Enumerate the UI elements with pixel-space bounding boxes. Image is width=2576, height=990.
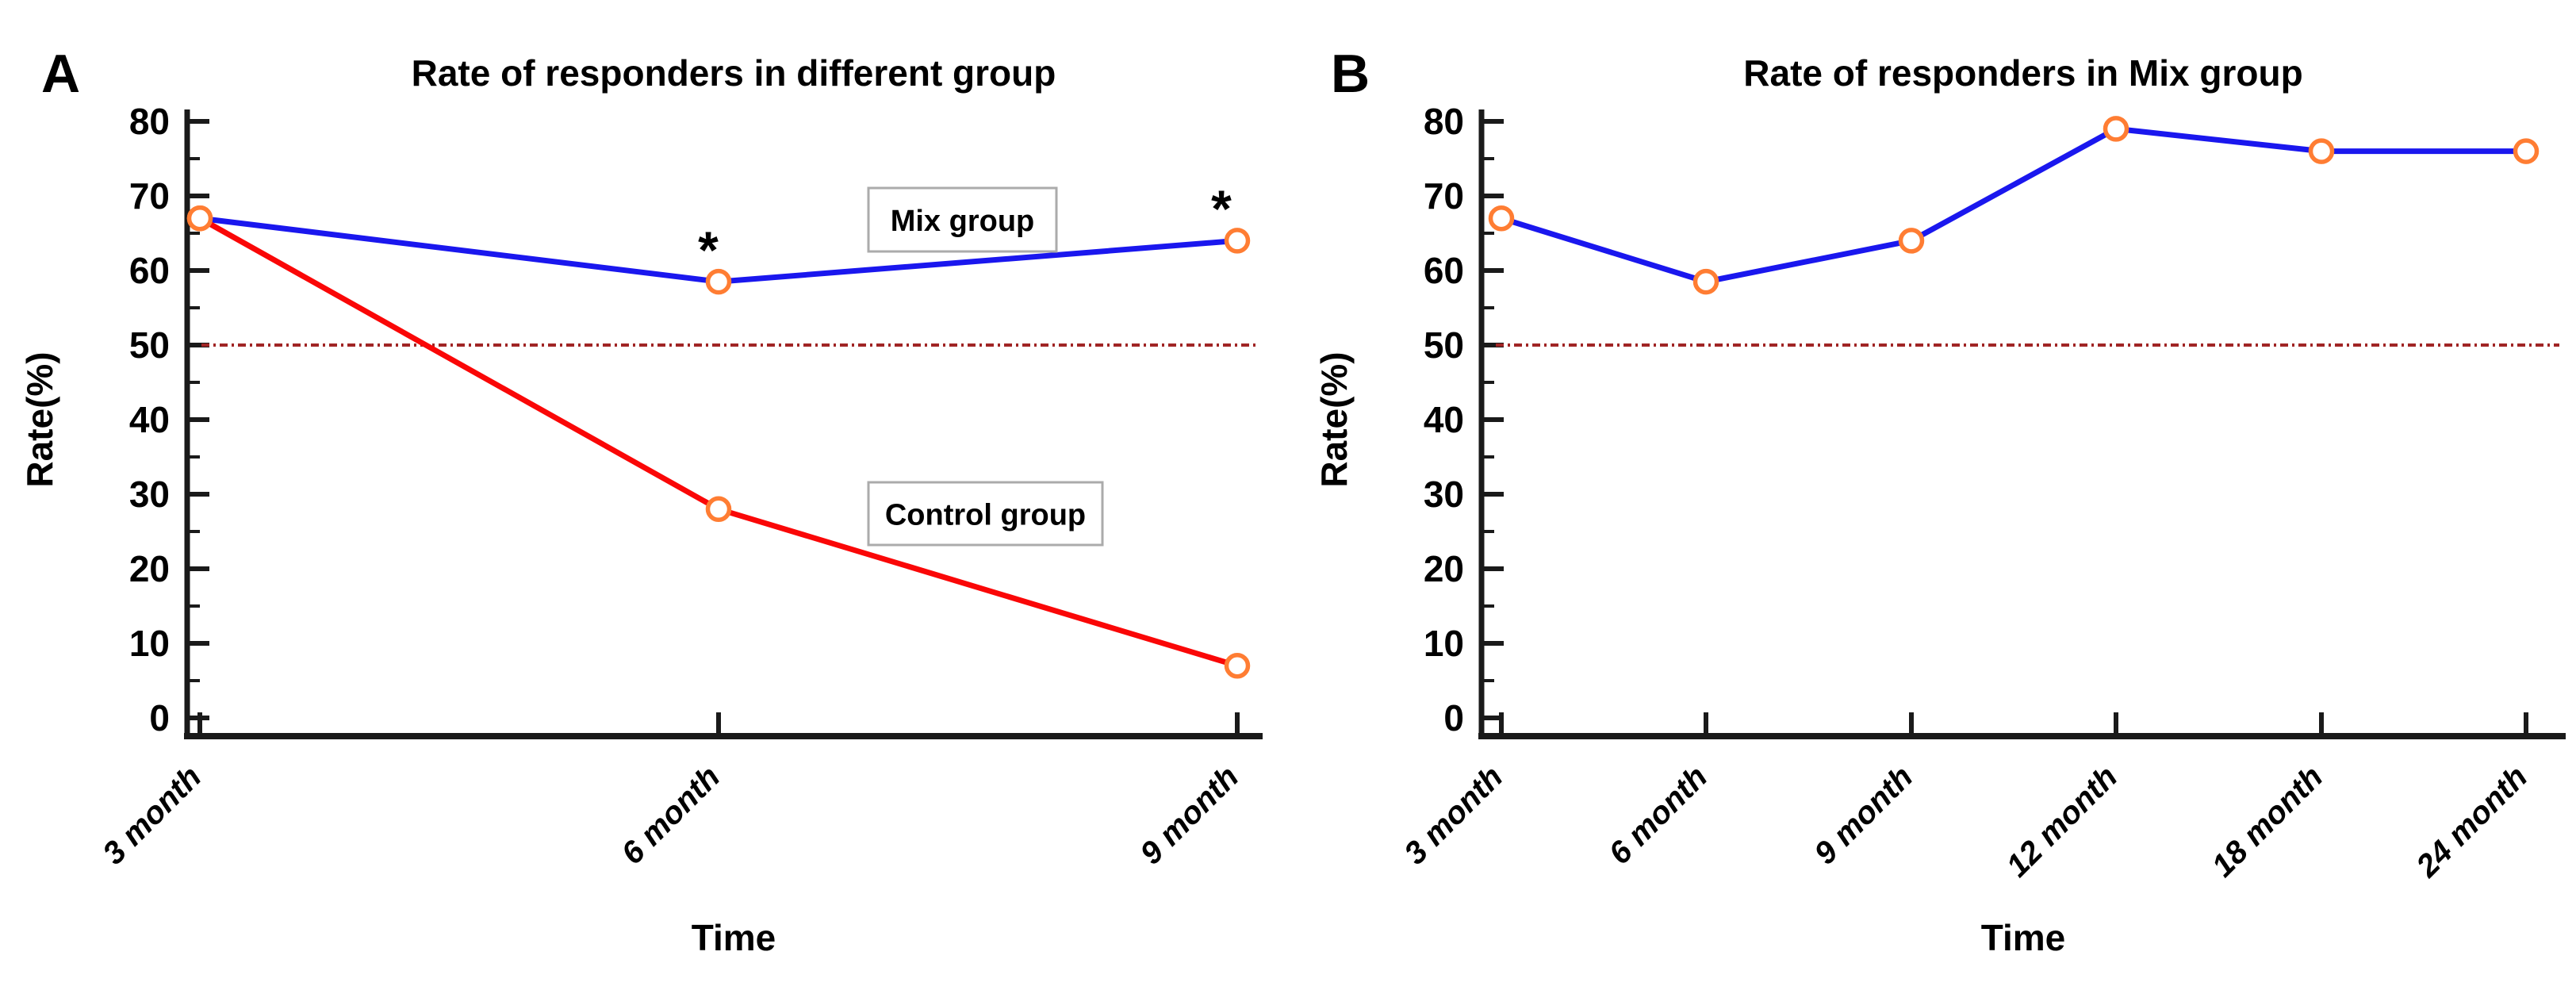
- panel-b-x-category-label-0: 3 month: [1397, 759, 1509, 871]
- panel-a-y-tick-label-20: 20: [129, 548, 170, 589]
- panel-a-x-category-label-2: 9 month: [1133, 759, 1245, 871]
- panel-a-y-tick-label-60: 60: [129, 250, 170, 291]
- panel-b-y-tick-label-10: 10: [1424, 623, 1464, 664]
- panel-a-y-tick-label-10: 10: [129, 623, 170, 664]
- panel-b-y-tick-label-20: 20: [1424, 548, 1464, 589]
- panel-b-marker-mix-group-4: [2308, 138, 2335, 164]
- panel-b-y-tick-label-50: 50: [1424, 324, 1464, 366]
- panel-b-x-category-label-4: 18 month: [2206, 759, 2330, 884]
- panel-b-marker-mix-group-1: [1692, 268, 1719, 295]
- panel-a: A Rate of responders in different group 0 1…: [19, 44, 1263, 958]
- panel-b-x-category-label-3: 12 month: [2000, 759, 2125, 884]
- panel-a-marker-control-group-1: [705, 496, 732, 523]
- panel-a-marker-control-group-0: [186, 205, 213, 232]
- panel-b-x-category-label-5: 24 month: [2409, 759, 2535, 884]
- panel-b-x-category-label-2: 9 month: [1807, 759, 1919, 871]
- panel-b-y-tick-label-0: 0: [1443, 697, 1464, 739]
- panel-b-y-tick-label-70: 70: [1424, 175, 1464, 217]
- panel-a-y-tick-label-0: 0: [149, 697, 170, 739]
- panel-b-y-tick-label-80: 80: [1424, 101, 1464, 142]
- panel-b-y-axis-title: Rate(%): [1313, 351, 1355, 487]
- panel-a-marker-mix-group-1: [705, 268, 732, 295]
- panel-a-y-tick-label-40: 40: [129, 399, 170, 440]
- panel-a-letter: A: [41, 44, 80, 104]
- control-group-label-box: [867, 481, 1104, 547]
- panel-b-x-category-label-1: 6 month: [1602, 759, 1714, 871]
- panel-a-y-tick-label-30: 30: [129, 474, 170, 515]
- panel-a-y-tick-label-70: 70: [129, 175, 170, 217]
- panel-a-x-category-label-0: 3 month: [96, 759, 208, 871]
- panel-b-marker-mix-group-3: [2103, 116, 2129, 142]
- panel-a-y-axis-title: Rate(%): [19, 351, 60, 487]
- mix-group-label-text: Mix group: [891, 205, 1035, 238]
- panel-b-y-tick-label-30: 30: [1424, 474, 1464, 515]
- panel-b-marker-mix-group-2: [1898, 228, 1925, 254]
- panel-b-x-axis-title: Time: [1981, 917, 2066, 958]
- panel-a-significance-asterisk-1: *: [698, 221, 719, 279]
- panel-b-y-tick-label-60: 60: [1424, 250, 1464, 291]
- panel-a-x-axis-title: Time: [692, 917, 776, 958]
- panel-a-y-tick-label-50: 50: [129, 324, 170, 366]
- panel-b-series-line-mix-group: [1500, 125, 2526, 285]
- panel-a-y-tick-label-80: 80: [129, 101, 170, 142]
- panel-b-y-tick-label-40: 40: [1424, 399, 1464, 440]
- panel-a-marker-control-group-2: [1224, 652, 1251, 679]
- panel-b-letter: B: [1331, 44, 1370, 104]
- panel-a-title: Rate of responders in different group: [412, 52, 1056, 94]
- panel-b-marker-mix-group-5: [2513, 138, 2540, 164]
- mix-group-label-box: [867, 186, 1058, 253]
- panel-b-marker-mix-group-0: [1488, 205, 1515, 232]
- panel-a-significance-asterisk-2: *: [1211, 179, 1232, 238]
- panel-b: B Rate of responders in Mix group 0 10 20 30 4…: [1313, 44, 2566, 958]
- panel-a-x-category-label-1: 6 month: [615, 759, 726, 871]
- panel-a-marker-mix-group-2: [1224, 228, 1251, 254]
- control-group-label-text: Control group: [885, 499, 1086, 532]
- panel-b-title: Rate of responders in Mix group: [1743, 52, 2302, 94]
